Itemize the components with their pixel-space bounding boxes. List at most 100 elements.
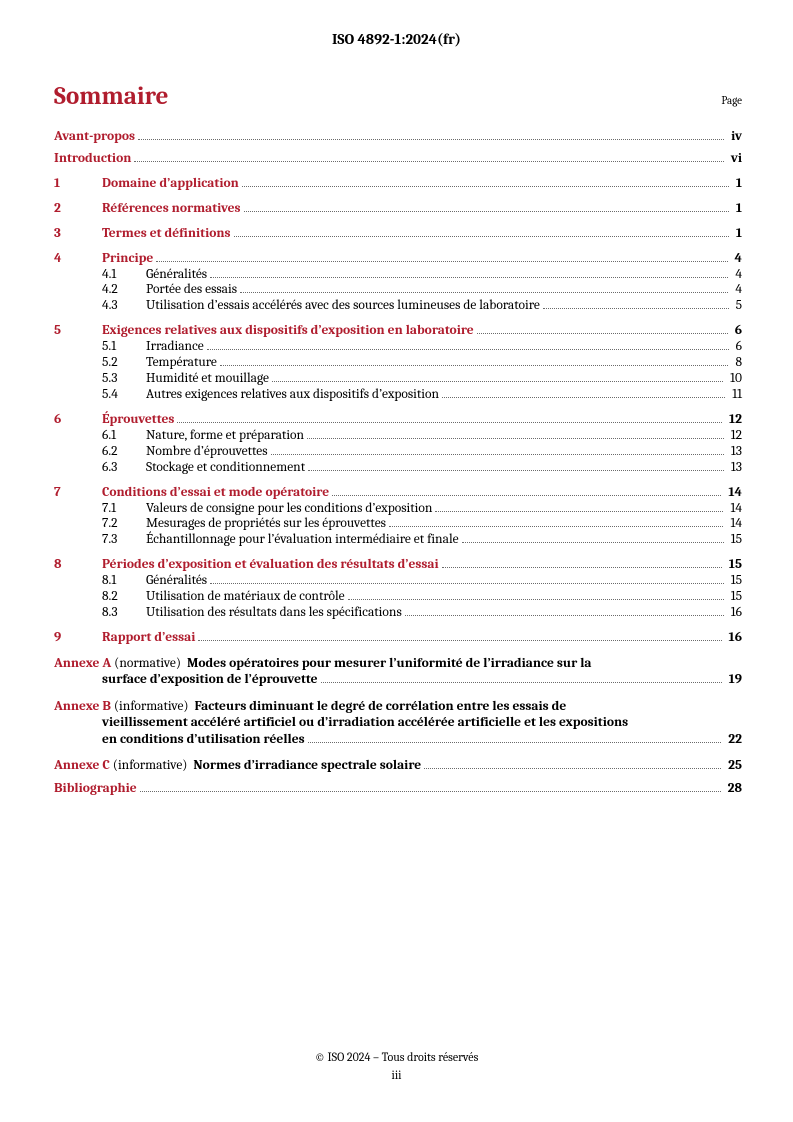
- toc-leader: [177, 414, 722, 422]
- toc-entry-section-7.2[interactable]: 7.2Mesurages de propriétés sur les éprou…: [54, 516, 742, 532]
- document-id: ISO 4892-1:2024(fr): [0, 30, 793, 48]
- toc-num: 5.3: [102, 371, 146, 387]
- toc-page: 8: [731, 355, 742, 371]
- toc-page: 14: [726, 501, 742, 517]
- toc-entry-section-6.3[interactable]: 6.3Stockage et conditionnement13: [54, 460, 742, 476]
- toc-label: Périodes d’exposition et évaluation des …: [102, 557, 439, 573]
- toc-page: 13: [727, 460, 742, 476]
- toc-num: 7: [54, 485, 102, 501]
- toc-label: Généralités: [146, 267, 207, 283]
- toc-num: 7.1: [102, 501, 146, 517]
- toc-num: 6.1: [102, 428, 146, 444]
- toc-label: Stockage et conditionnement: [146, 460, 305, 476]
- toc-label: Éprouvettes: [102, 412, 174, 428]
- toc-entry-section-8.3[interactable]: 8.3Utilisation des résultats dans les sp…: [54, 605, 742, 621]
- toc-page: 6: [731, 323, 742, 339]
- toc-label: Utilisation des résultats dans les spéci…: [146, 605, 402, 621]
- toc-page: 5: [732, 298, 742, 314]
- toc-leader: [307, 430, 724, 438]
- page-number: iii: [0, 1066, 793, 1084]
- toc-entry-annexe-b-cont[interactable]: en conditions d’utilisation réelles 22: [54, 732, 742, 748]
- page-footer: © ISO 2024 – Tous droits réservés iii: [0, 1048, 793, 1084]
- toc-entry-section-5.3[interactable]: 5.3Humidité et mouillage10: [54, 371, 742, 387]
- toc-leader: [543, 301, 729, 309]
- toc-entry-section-8[interactable]: 8Périodes d’exposition et évaluation des…: [54, 557, 742, 573]
- toc-page: 22: [724, 732, 742, 748]
- toc-entry-section-2[interactable]: 2Références normatives1: [54, 201, 742, 217]
- toc-leader: [138, 132, 724, 140]
- toc-page-label: Page: [721, 94, 742, 107]
- toc-entry-section-4.2[interactable]: 4.2Portée des essais4: [54, 282, 742, 298]
- toc-entry-section-5.2[interactable]: 5.2Température8: [54, 355, 742, 371]
- toc-num: 7.3: [102, 532, 146, 548]
- toc-entry-section-7.3[interactable]: 7.3Échantillonnage pour l’évaluation int…: [54, 532, 742, 548]
- toc-entry-section-8.1[interactable]: 8.1Généralités 15: [54, 573, 742, 589]
- toc-label: Généralités: [146, 573, 207, 589]
- toc-num: 8: [54, 557, 102, 573]
- toc-page: 1: [732, 176, 742, 192]
- toc-label: Portée des essais: [146, 282, 237, 298]
- toc-entry-section-6.2[interactable]: 6.2Nombre d’éprouvettes13: [54, 444, 742, 460]
- toc-label: surface d’exposition de l’éprouvette: [102, 672, 318, 688]
- toc-num: 5.1: [102, 339, 146, 355]
- toc-num: 8.1: [102, 573, 146, 589]
- toc-entry-annexe-b[interactable]: Annexe B (informative) Facteurs diminuan…: [54, 699, 742, 732]
- toc-label: Mesurages de propriétés sur les éprouvet…: [146, 516, 386, 532]
- toc-leader: [220, 358, 729, 366]
- toc-leader: [134, 154, 723, 162]
- toc-page: 15: [727, 589, 742, 605]
- toc-entry-bibliographie[interactable]: Bibliographie 28: [54, 781, 742, 797]
- toc-page: 15: [725, 557, 742, 573]
- toc-leader: [156, 253, 727, 261]
- toc-leader: [477, 326, 728, 334]
- toc-label: Nombre d’éprouvettes: [146, 444, 268, 460]
- toc-page: 16: [727, 605, 742, 621]
- toc-leader: [210, 269, 728, 277]
- toc-num: 7.2: [102, 516, 146, 532]
- toc-page: 13: [727, 444, 742, 460]
- toc-page: 16: [725, 630, 742, 646]
- toc-entry-section-6.1[interactable]: 6.1Nature, forme et préparation12: [54, 428, 742, 444]
- toc-leader: [308, 734, 722, 742]
- toc-num: 5.2: [102, 355, 146, 371]
- toc-leader: [442, 390, 725, 398]
- toc-num: 4.3: [102, 298, 146, 314]
- toc: Sommaire Page Avant-propos iv Introducti…: [54, 82, 742, 797]
- toc-label: Bibliographie: [54, 781, 137, 797]
- toc-page: 14: [726, 516, 742, 532]
- toc-page: 14: [724, 485, 742, 501]
- toc-entry-section-4.1[interactable]: 4.1Généralités4: [54, 267, 742, 283]
- toc-entry-section-4.3[interactable]: 4.3Utilisation d’essais accélérés avec d…: [54, 298, 742, 314]
- page: ISO 4892-1:2024(fr) Sommaire Page Avant-…: [0, 0, 793, 1122]
- toc-entry-section-5[interactable]: 5Exigences relatives aux dispositifs d’e…: [54, 323, 742, 339]
- toc-entry-section-5.1[interactable]: 5.1Irradiance6: [54, 339, 742, 355]
- toc-entry-annexe-a-cont[interactable]: surface d’exposition de l’éprouvette 19: [54, 672, 742, 688]
- toc-leader: [210, 576, 724, 584]
- toc-page: 4: [731, 267, 742, 283]
- toc-entry-annexe-c[interactable]: Annexe C (informative) Normes d’irradian…: [54, 758, 742, 774]
- toc-entry-section-9[interactable]: 9Rapport d’essai16: [54, 630, 742, 646]
- toc-label: Références normatives: [102, 201, 241, 217]
- toc-entry-section-7.1[interactable]: 7.1Valeurs de consigne pour les conditio…: [54, 501, 742, 517]
- toc-leader: [389, 519, 724, 527]
- toc-entry-section-8.2[interactable]: 8.2Utilisation de matériaux de contrôle1…: [54, 589, 742, 605]
- toc-page: 15: [727, 573, 742, 589]
- toc-entry-introduction[interactable]: Introduction vi: [54, 151, 742, 167]
- toc-page: 25: [724, 758, 742, 774]
- toc-entry-section-6[interactable]: 6Éprouvettes12: [54, 412, 742, 428]
- toc-num: 1: [54, 176, 102, 192]
- toc-label: Domaine d’application: [102, 176, 239, 192]
- toc-entry-section-4[interactable]: 4Principe4: [54, 251, 742, 267]
- toc-entry-section-7[interactable]: 7Conditions d’essai et mode opératoire 14: [54, 485, 742, 501]
- toc-page: 4: [731, 251, 742, 267]
- toc-entry-avant-propos[interactable]: Avant-propos iv: [54, 129, 742, 145]
- toc-page: iv: [727, 129, 742, 145]
- toc-label: Conditions d’essai et mode opératoire: [102, 485, 329, 501]
- toc-label: Introduction: [54, 151, 131, 167]
- toc-label: Autres exigences relatives aux dispositi…: [146, 387, 439, 403]
- toc-entry-section-5.4[interactable]: 5.4Autres exigences relatives aux dispos…: [54, 387, 742, 403]
- toc-entry-section-3[interactable]: 3Termes et définitions1: [54, 226, 742, 242]
- toc-label: Irradiance: [146, 339, 204, 355]
- toc-entry-annexe-a[interactable]: Annexe A (normative) Modes opératoires p…: [54, 656, 742, 672]
- toc-entry-section-1[interactable]: 1Domaine d’application1: [54, 176, 742, 192]
